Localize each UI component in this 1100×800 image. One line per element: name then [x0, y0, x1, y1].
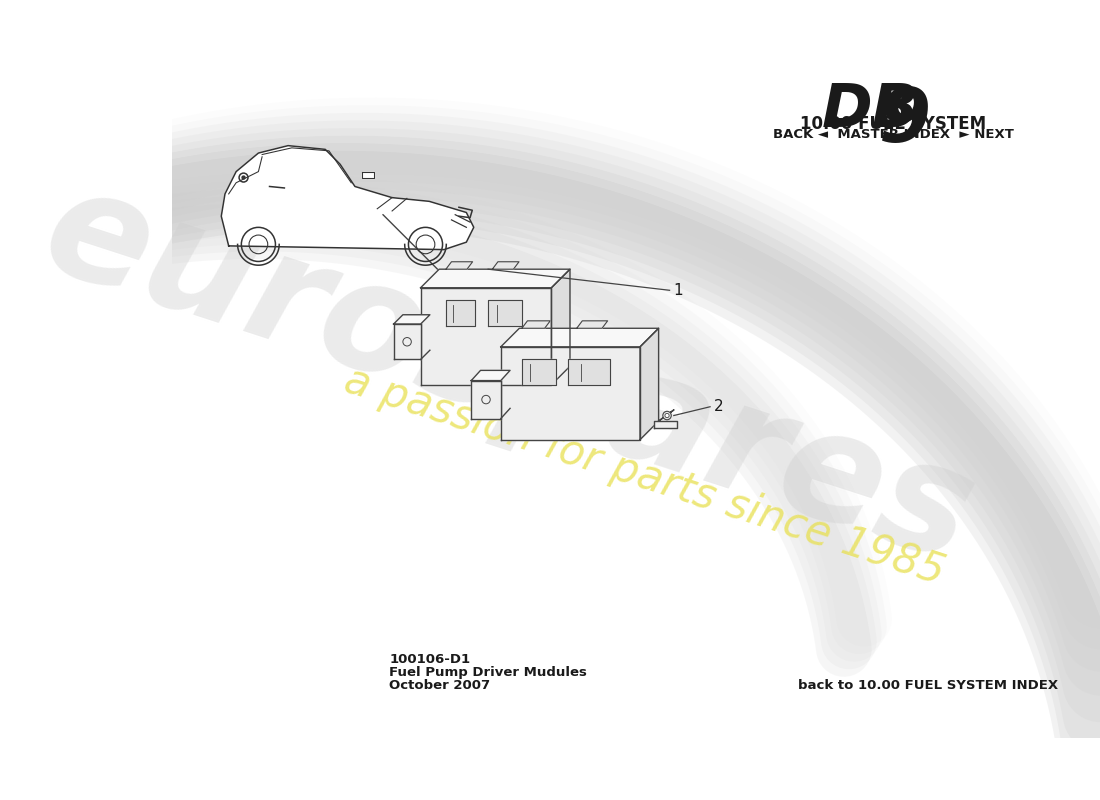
- Text: DB: DB: [822, 81, 918, 140]
- Polygon shape: [488, 301, 521, 326]
- Polygon shape: [640, 328, 659, 440]
- Circle shape: [664, 414, 669, 418]
- Text: 100106-D1: 100106-D1: [389, 653, 471, 666]
- Polygon shape: [394, 314, 430, 324]
- Polygon shape: [521, 321, 550, 328]
- Text: October 2007: October 2007: [389, 678, 491, 691]
- Polygon shape: [551, 269, 570, 385]
- Polygon shape: [500, 347, 640, 440]
- Text: eurospares: eurospares: [26, 154, 991, 594]
- Text: 1: 1: [674, 282, 683, 298]
- Text: 2: 2: [714, 399, 724, 414]
- Polygon shape: [659, 410, 674, 421]
- Polygon shape: [471, 370, 510, 381]
- Polygon shape: [221, 146, 474, 250]
- Circle shape: [663, 411, 671, 420]
- Text: back to 10.00 FUEL SYSTEM INDEX: back to 10.00 FUEL SYSTEM INDEX: [798, 678, 1058, 691]
- Polygon shape: [446, 301, 475, 326]
- Polygon shape: [446, 262, 473, 269]
- Text: BACK ◄  MASTER INDEX  ► NEXT: BACK ◄ MASTER INDEX ► NEXT: [773, 128, 1014, 142]
- Polygon shape: [420, 269, 570, 288]
- Circle shape: [242, 176, 245, 179]
- Polygon shape: [576, 321, 607, 328]
- Polygon shape: [420, 288, 551, 385]
- Polygon shape: [362, 172, 374, 178]
- Text: Fuel Pump Driver Mudules: Fuel Pump Driver Mudules: [389, 666, 587, 679]
- Polygon shape: [394, 324, 420, 359]
- Polygon shape: [493, 262, 519, 269]
- Polygon shape: [521, 359, 556, 385]
- Text: 10.00 FUEL SYSTEM: 10.00 FUEL SYSTEM: [800, 114, 987, 133]
- Polygon shape: [500, 328, 659, 347]
- Polygon shape: [569, 359, 611, 385]
- Polygon shape: [654, 421, 678, 428]
- Polygon shape: [471, 381, 501, 418]
- Text: 9: 9: [879, 85, 931, 158]
- Text: a passion for parts since 1985: a passion for parts since 1985: [339, 359, 949, 593]
